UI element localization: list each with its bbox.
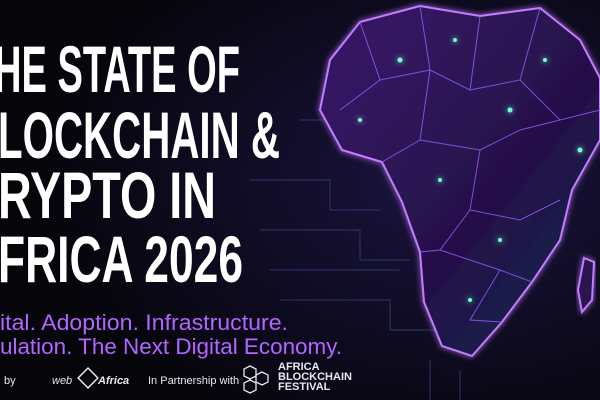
brand-icon — [77, 367, 99, 389]
circuit-lines — [250, 119, 461, 400]
madagascar — [576, 256, 596, 315]
title: HE STATE OF LOCKCHAIN & RYPTO IN FRICA 2… — [0, 32, 280, 296]
brand-right: Africa — [97, 375, 129, 387]
subtitle-line: ulation. The Next Digital Economy. — [0, 334, 342, 359]
by-label: by — [4, 375, 16, 387]
title-line: RYPTO IN — [0, 158, 216, 232]
subtitle: ital. Adoption. Infrastructure. ulation.… — [0, 310, 342, 359]
partner-intro: In Partnership with — [148, 375, 239, 387]
brand-left: web — [52, 375, 72, 387]
partner-name: BLOCKCHAIN — [278, 371, 352, 383]
title-line: HE STATE OF — [0, 32, 240, 106]
partner-name: AFRICA — [278, 361, 320, 373]
title-line: LOCKCHAIN & — [0, 98, 280, 172]
title-line: FRICA 2026 — [0, 222, 243, 296]
partner-icon — [243, 365, 269, 394]
footer: by web Africa In Partnership with AFRICA… — [4, 361, 352, 394]
borders — [339, 5, 600, 323]
partner-name: FESTIVAL — [278, 381, 331, 393]
subtitle-line: ital. Adoption. Infrastructure. — [0, 310, 288, 335]
map-nodes — [358, 38, 583, 302]
